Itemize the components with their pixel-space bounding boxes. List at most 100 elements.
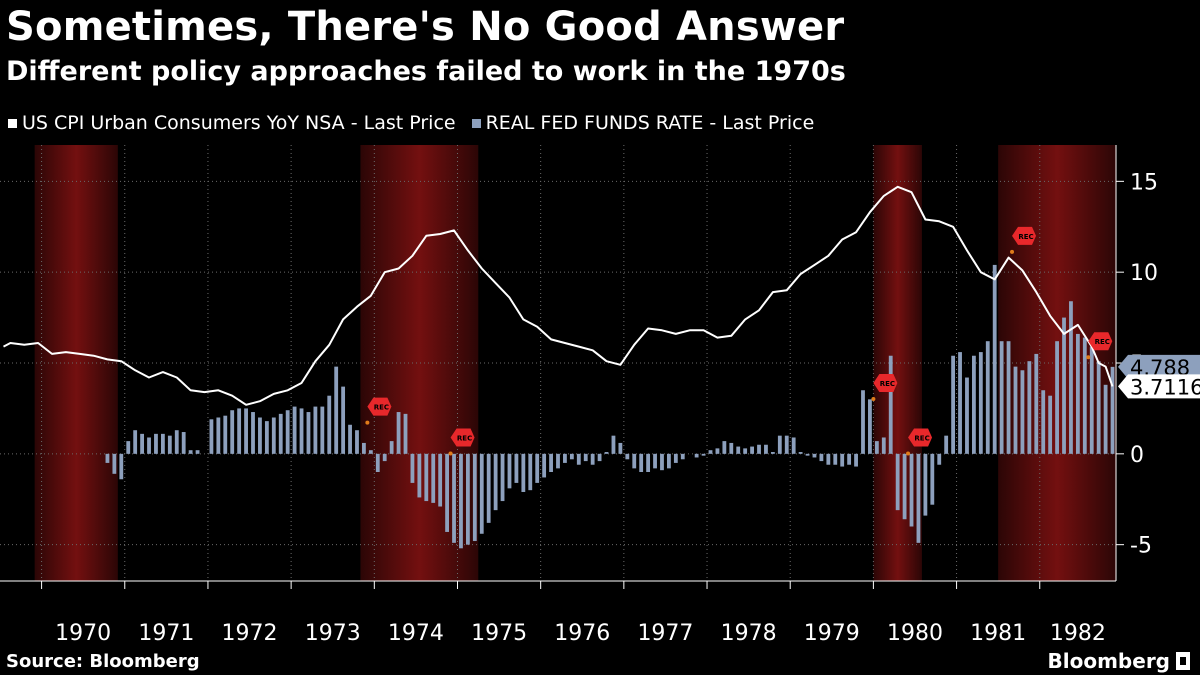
bar-real-ffr xyxy=(556,453,560,469)
bar-real-ffr xyxy=(209,419,214,454)
x-tick-label: 1975 xyxy=(471,621,527,646)
x-tick-label: 1974 xyxy=(388,621,444,646)
bar-real-ffr xyxy=(479,453,484,534)
x-tick-label: 1977 xyxy=(637,621,693,646)
bar-real-ffr xyxy=(514,453,519,483)
bar-real-ffr xyxy=(937,453,942,465)
bar-real-ffr xyxy=(757,444,761,454)
last-value-tag-cpi: 3.7116 xyxy=(1118,374,1200,399)
x-tick-label: 1972 xyxy=(222,621,278,646)
bar-real-ffr xyxy=(271,417,276,454)
bar-real-ffr xyxy=(1020,370,1025,454)
bar-real-ffr xyxy=(1062,317,1066,454)
bar-real-ffr xyxy=(978,352,983,454)
bar-real-ffr xyxy=(195,450,200,454)
bar-real-ffr xyxy=(431,453,436,503)
rec-marker: REC xyxy=(1010,226,1037,254)
bar-real-ffr xyxy=(1069,301,1073,454)
bar-real-ffr xyxy=(944,435,949,454)
bar-real-ffr xyxy=(140,433,145,454)
bar-real-ffr xyxy=(583,453,588,462)
bar-real-ffr xyxy=(223,415,228,454)
x-tick-label: 1981 xyxy=(970,621,1026,646)
source-note: Source: Bloomberg xyxy=(6,651,200,672)
rec-marker-label: REC xyxy=(880,380,895,388)
bar-real-ffr xyxy=(362,442,366,454)
x-tick-label: 1982 xyxy=(1050,621,1106,646)
bar-real-ffr xyxy=(992,264,997,454)
bar-real-ffr xyxy=(951,355,956,454)
bar-real-ffr xyxy=(251,412,255,454)
bar-real-ffr xyxy=(216,417,221,454)
bar-real-ffr xyxy=(320,406,325,454)
bar-real-ffr xyxy=(438,453,443,507)
bar-real-ffr xyxy=(389,441,394,454)
bar-real-ffr xyxy=(847,453,852,465)
bar-real-ffr xyxy=(861,390,865,454)
bar-real-ffr xyxy=(1096,361,1101,454)
legend-label-cpi: US CPI Urban Consumers YoY NSA - Last Pr… xyxy=(22,112,456,134)
bar-real-ffr xyxy=(868,399,872,454)
rec-marker: REC xyxy=(1086,332,1113,360)
legend: US CPI Urban Consumers YoY NSA - Last Pr… xyxy=(8,112,814,134)
bar-real-ffr xyxy=(313,406,318,454)
bar-real-ffr xyxy=(181,432,186,454)
bar-real-ffr xyxy=(694,453,699,458)
bar-real-ffr xyxy=(1055,341,1059,454)
bar-real-ffr xyxy=(292,406,297,454)
bar-real-ffr xyxy=(299,408,304,454)
bar-real-ffr xyxy=(341,386,346,454)
bar-real-ffr xyxy=(764,444,768,454)
bar-real-ffr xyxy=(791,437,796,454)
x-tick-label: 1978 xyxy=(721,621,777,646)
bar-real-ffr xyxy=(410,453,415,483)
y-tick-label: 10 xyxy=(1130,261,1158,286)
bar-real-ffr xyxy=(798,452,803,454)
x-tick-label: 1970 xyxy=(55,621,111,646)
bar-real-ffr xyxy=(521,453,526,492)
bar-real-ffr xyxy=(618,442,623,454)
bar-real-ffr xyxy=(327,395,332,454)
bar-real-ffr xyxy=(660,453,664,471)
bar-real-ffr xyxy=(1006,341,1011,454)
bar-real-ffr xyxy=(112,453,117,474)
bar-real-ffr xyxy=(549,453,553,472)
legend-swatch-real-ffr xyxy=(471,118,481,128)
bar-real-ffr xyxy=(535,453,540,483)
bar-real-ffr xyxy=(237,408,242,454)
bar-real-ffr xyxy=(958,352,962,454)
bar-real-ffr xyxy=(278,413,283,454)
bar-real-ffr xyxy=(985,341,990,454)
bar-real-ffr xyxy=(743,448,748,454)
bar-real-ffr xyxy=(167,435,172,454)
bar-real-ffr xyxy=(160,433,165,454)
legend-label-real-ffr: REAL FED FUNDS RATE - Last Price xyxy=(485,112,815,134)
bar-real-ffr xyxy=(348,424,352,454)
bar-real-ffr xyxy=(805,453,810,456)
bar-real-ffr xyxy=(174,430,179,454)
rec-marker-label: REC xyxy=(1018,233,1033,241)
bar-real-ffr xyxy=(916,453,921,543)
bar-real-ffr xyxy=(819,453,824,462)
x-tick-label: 1980 xyxy=(887,621,943,646)
bar-real-ffr xyxy=(403,413,408,454)
bar-real-ffr xyxy=(493,453,498,511)
bar-real-ffr xyxy=(1048,395,1053,454)
bar-real-ffr xyxy=(486,453,491,523)
bar-real-ffr xyxy=(1013,366,1018,454)
bar-real-ffr xyxy=(611,435,616,454)
legend-item-cpi: US CPI Urban Consumers YoY NSA - Last Pr… xyxy=(8,112,456,134)
bar-real-ffr xyxy=(1082,337,1087,454)
bar-real-ffr xyxy=(854,453,858,467)
rec-marker: REC xyxy=(365,397,392,425)
last-value-tag-cpi-text: 3.7116 xyxy=(1130,375,1200,399)
bar-real-ffr xyxy=(563,453,567,463)
bar-real-ffr xyxy=(1027,361,1032,454)
bar-real-ffr xyxy=(653,453,657,469)
bar-real-ffr xyxy=(646,453,651,472)
legend-item-real-ffr: REAL FED FUNDS RATE - Last Price xyxy=(471,112,815,134)
bar-real-ffr xyxy=(625,453,630,460)
bar-real-ffr xyxy=(826,453,831,465)
bar-real-ffr xyxy=(154,433,158,454)
bar-real-ffr xyxy=(417,453,422,498)
